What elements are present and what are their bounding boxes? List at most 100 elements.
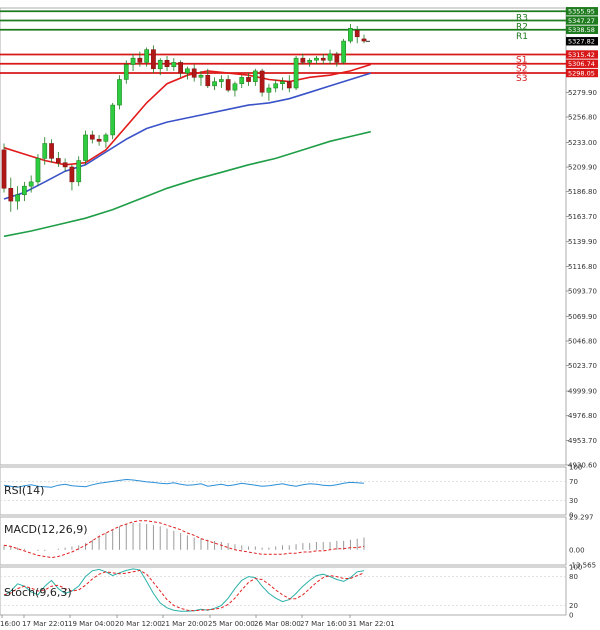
candle-bull (198, 74, 204, 78)
candle-bear (151, 49, 156, 70)
stoch-label: Stoch(9,6,3) (4, 586, 72, 599)
level-value-label: 5338.58 (568, 26, 595, 34)
rsi-line-path (3, 478, 365, 488)
price-tick-label: 5116.80 (568, 263, 597, 271)
macd-panel: 29.297 0.00 -13.565 MACD(12,26,9) (0, 514, 596, 570)
candle-bull (232, 83, 238, 91)
macd-axis: 29.297 0.00 -13.565 (569, 514, 596, 570)
price-tick-label: 5093.70 (568, 288, 597, 296)
candle-bull (144, 49, 149, 63)
rsi-panel-border (0, 466, 567, 516)
level-name-s2: S2 (516, 65, 527, 75)
candle-bear (246, 77, 251, 82)
macd-panel-border (0, 516, 567, 566)
candle-bull (307, 60, 313, 63)
candle-bear (1, 149, 7, 189)
candle-bear (49, 143, 54, 159)
level-value-label: 5347.27 (568, 17, 595, 25)
macd-label: MACD(12,26,9) (4, 523, 88, 536)
price-panel-border (0, 7, 567, 466)
price-tick-label: 5139.90 (568, 238, 597, 246)
price-tick-label: 5279.90 (568, 89, 597, 97)
time-tick-label: 26 Mar 08:00 (254, 620, 301, 628)
candle-bull (171, 62, 177, 67)
macd-tick-label: -13.565 (569, 562, 596, 570)
price-tick-label: 4930.60 (568, 462, 597, 470)
macd-tick-label: 0.00 (569, 546, 585, 554)
macd-tick-label: 29.297 (569, 514, 594, 522)
candle-bear (69, 166, 75, 183)
candle-bull (273, 83, 279, 89)
candle-bull (103, 134, 109, 142)
rsi-tick-label: 30 (569, 497, 578, 505)
level-name-r2: R2 (516, 23, 528, 33)
candle-bear (96, 138, 102, 142)
price-tick-label: 5233.00 (568, 139, 597, 147)
candle-bear (62, 162, 68, 168)
candle-bull (212, 81, 217, 87)
candle-bull (42, 143, 48, 159)
last-price-box (566, 37, 598, 46)
candle-bear (205, 74, 211, 87)
candle-bull (327, 53, 333, 61)
candle-bear (137, 57, 143, 63)
candle-bear (89, 134, 95, 140)
time-tick-label: 25 Mar 00:00 (208, 620, 255, 628)
candle-bull (185, 68, 190, 74)
candle-bull (348, 28, 353, 42)
stoch-tick-label: 0 (569, 612, 573, 620)
rsi-tick-label: 0 (569, 512, 573, 520)
price-axis: 5279.90 5256.80 5233.00 5209.90 5186.80 5163.… (566, 89, 597, 470)
rsi-label: RSI(14) (4, 484, 44, 497)
candle-bull (266, 87, 272, 93)
candle-bull (110, 104, 116, 136)
time-tick-label: 27 Mar 16:00 (300, 620, 347, 628)
rsi-tick-label: 100 (569, 464, 582, 472)
moving-average-line-3 (3, 130, 371, 238)
time-tick-label: 17 Mar 22:01 (22, 620, 69, 628)
rsi-panel: 100 70 30 0 RSI(14) (0, 464, 582, 520)
price-tick-label: 4953.70 (568, 437, 597, 445)
candle-bear (334, 53, 340, 63)
candle-bear (300, 57, 306, 63)
stoch-k-line (3, 568, 365, 612)
candle-bear (164, 60, 170, 67)
candle-bull (239, 77, 245, 84)
time-tick-label: 31 Mar 22:01 (348, 620, 395, 628)
level-name-r1: R1 (516, 32, 528, 42)
candle-bull (15, 194, 20, 202)
candle-bull (76, 160, 82, 183)
macd-signal-line (3, 520, 365, 559)
price-tick-label: 4999.90 (568, 388, 597, 396)
stoch-tick-label: 20 (569, 602, 578, 610)
rsi-line (0, 478, 566, 501)
time-tick-label: 19 Mar 04:00 (68, 620, 115, 628)
price-tick-label: 5069.90 (568, 313, 597, 321)
level-value-box (566, 16, 598, 25)
candle-bull (123, 64, 129, 80)
candle-bear (361, 38, 367, 42)
price-tick-label: 4976.80 (568, 412, 597, 420)
price-tick-label: 5186.80 (568, 188, 597, 196)
candle-bull (83, 134, 88, 161)
time-tick-label: 21 Mar 20:00 (161, 620, 208, 628)
price-tick-label: 5209.90 (568, 164, 597, 172)
price-tick-label: 5256.80 (568, 114, 597, 122)
level-value-label: 5298.05 (568, 69, 595, 77)
level-name-s3: S3 (516, 74, 527, 84)
candlesticks (1, 24, 367, 212)
level-value-box (566, 50, 598, 59)
candle-bear (259, 70, 265, 93)
candle-bear (354, 30, 360, 38)
time-axis: 16:00 17 Mar 22:01 19 Mar 04:00 20 Mar 12:0… (0, 615, 395, 628)
stoch-tick-label: 100 (569, 564, 582, 572)
level-value-box (566, 25, 598, 34)
level-value-box (566, 59, 598, 68)
candle-bull (219, 79, 224, 82)
price-tick-label: 5046.80 (568, 338, 597, 346)
level-name-s1: S1 (516, 55, 527, 65)
level-value-box (566, 68, 598, 78)
